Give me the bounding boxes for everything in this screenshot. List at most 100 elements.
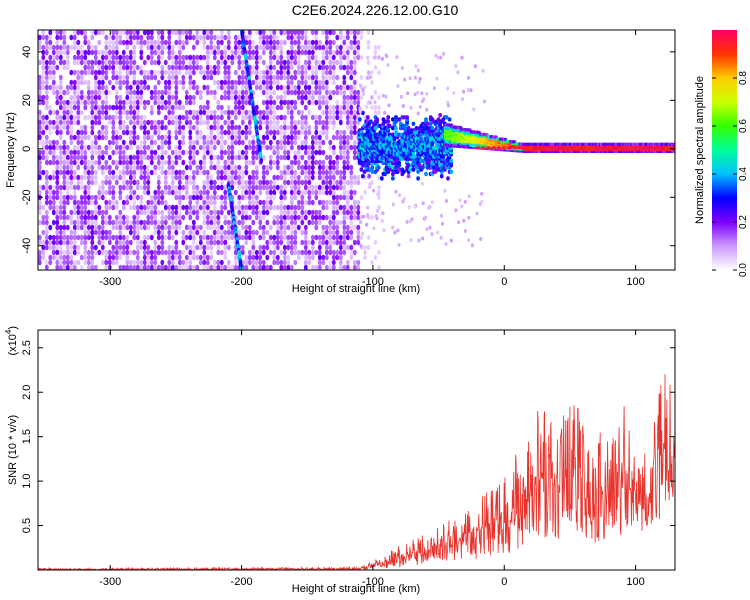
heatmap-cell: [65, 119, 70, 126]
heatmap-cell: [177, 104, 182, 111]
heatmap-cell: [128, 114, 133, 121]
heatmap-cell: [300, 164, 305, 171]
heatmap-cell: [139, 54, 144, 61]
heatmap-cell: [139, 44, 144, 51]
heatmap-cell: [83, 199, 88, 206]
heatmap-cell: [216, 139, 221, 146]
heatmap-cell: [307, 144, 312, 151]
heatmap-cell: [177, 219, 182, 226]
heatmap-cell: [244, 169, 249, 176]
heatmap-cell: [282, 69, 287, 76]
heatmap-cell: [237, 49, 242, 56]
heatmap-cell: [310, 154, 315, 161]
heatmap-cell: [104, 264, 109, 270]
heatmap-cell: [335, 254, 340, 261]
heatmap-cell: [240, 194, 245, 201]
heatmap-cell: [195, 164, 200, 171]
heatmap-cell: [365, 75, 369, 80]
heatmap-cell: [254, 164, 259, 171]
heatmap-cell: [55, 249, 60, 256]
heatmap-cell: [272, 194, 277, 201]
heatmap-cell: [121, 219, 126, 226]
heatmap-cell: [48, 174, 53, 181]
heatmap-cell: [58, 194, 63, 201]
heatmap-cell: [153, 254, 158, 261]
heatmap-cell: [93, 219, 98, 226]
heatmap-cell: [142, 239, 147, 246]
heatmap-cell: [289, 144, 294, 151]
heatmap-cell: [324, 34, 329, 41]
heatmap-cell: [254, 30, 259, 36]
heatmap-cell: [79, 204, 84, 211]
heatmap-cell: [51, 44, 56, 51]
heatmap-cell: [314, 69, 319, 76]
heatmap-cell: [93, 244, 98, 251]
heatmap-cell: [300, 124, 305, 131]
heatmap-cell: [202, 109, 207, 116]
heatmap-cell: [293, 219, 298, 226]
heatmap-cell: [177, 44, 182, 51]
heatmap-cell: [128, 224, 133, 231]
heatmap-cell: [83, 30, 88, 36]
heatmap-cell: [139, 139, 144, 146]
heatmap-cell: [314, 219, 319, 226]
heatmap-cell: [209, 134, 214, 141]
heatmap-cell: [198, 109, 203, 116]
heatmap-cell: [90, 49, 95, 56]
heatmap-cell: [407, 205, 411, 210]
heatmap-cell: [114, 74, 119, 81]
heatmap-cell: [352, 224, 357, 231]
heatmap-cell: [268, 74, 273, 81]
heatmap-cell: [463, 199, 467, 204]
heatmap-cell: [121, 174, 126, 181]
heatmap-cell: [265, 124, 270, 131]
heatmap-cell: [209, 139, 214, 146]
heatmap-cell: [293, 169, 298, 176]
heatmap-cell: [205, 234, 210, 241]
heatmap-cell: [300, 64, 305, 71]
heatmap-cell: [272, 239, 277, 246]
heatmap-cell: [233, 114, 238, 121]
heatmap-cell: [125, 124, 130, 131]
heatmap-cell: [86, 184, 91, 191]
heatmap-cell: [72, 184, 77, 191]
heatmap-cell: [303, 119, 308, 126]
heatmap-cell: [303, 44, 308, 51]
heatmap-cell: [125, 114, 130, 121]
heatmap-cell: [149, 89, 154, 96]
heatmap-cell: [146, 164, 151, 171]
heatmap-cell: [83, 39, 88, 46]
heatmap-cell: [275, 79, 280, 86]
heatmap-cell: [251, 49, 256, 56]
heatmap-cell: [167, 159, 172, 166]
heatmap-cell: [300, 219, 305, 226]
heatmap-cell: [41, 119, 46, 126]
heatmap-cell: [149, 59, 154, 66]
heatmap-cell: [86, 169, 91, 176]
heatmap-cell: [367, 70, 371, 75]
heatmap-cell: [335, 219, 340, 226]
heatmap-cell: [303, 30, 308, 36]
heatmap-cell: [55, 229, 60, 236]
heatmap-cell: [153, 149, 158, 156]
heatmap-cell: [44, 104, 49, 111]
heatmap-cell: [72, 99, 77, 106]
heatmap-cell: [44, 179, 49, 186]
heatmap-cell: [170, 224, 175, 231]
heatmap-cell: [310, 189, 315, 196]
heatmap-cell: [293, 84, 298, 91]
heatmap-cell: [146, 129, 151, 136]
heatmap-cell: [132, 124, 137, 131]
heatmap-cell: [307, 159, 312, 166]
heatmap-cell: [268, 44, 273, 51]
heatmap-cell: [181, 114, 186, 121]
heatmap-cell: [79, 124, 84, 131]
heatmap-cell: [153, 94, 158, 101]
heatmap-cell: [212, 144, 217, 151]
heatmap-cell: [156, 99, 161, 106]
heatmap-cell: [44, 89, 49, 96]
heatmap-cell: [142, 69, 147, 76]
heatmap-cell: [121, 74, 126, 81]
heatmap-cell: [156, 264, 161, 270]
heatmap-cell: [310, 149, 315, 156]
